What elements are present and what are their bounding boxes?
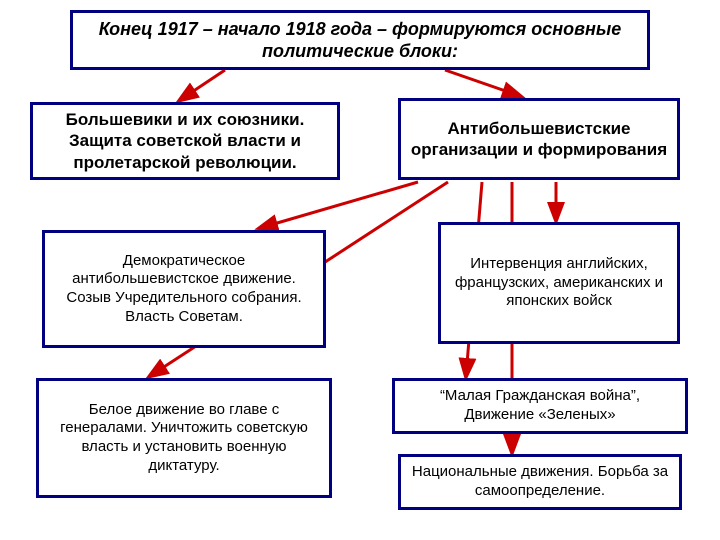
white-text: Белое движение во главе с генералами. Ун… (47, 401, 321, 476)
small-war-text: “Малая Гражданская война”, Движение «Зел… (403, 387, 677, 425)
right-header-text: Антибольшевистские организации и формиро… (409, 118, 669, 161)
white-box: Белое движение во главе с генералами. Ун… (36, 378, 332, 498)
national-box: Национальные движения. Борьба за самоопр… (398, 454, 682, 510)
democratic-box: Демократическое антибольшевистское движе… (42, 230, 326, 348)
title-box: Конец 1917 – начало 1918 года – формирую… (70, 10, 650, 70)
left-header-text: Большевики и их союзники. Защита советск… (41, 109, 329, 173)
title-text: Конец 1917 – начало 1918 года – формирую… (81, 18, 639, 63)
intervention-box: Интервенция английских, французских, аме… (438, 222, 680, 344)
national-text: Национальные движения. Борьба за самоопр… (409, 463, 671, 501)
right-header-box: Антибольшевистские организации и формиро… (398, 98, 680, 180)
small-war-box: “Малая Гражданская война”, Движение «Зел… (392, 378, 688, 434)
democratic-text: Демократическое антибольшевистское движе… (53, 252, 315, 327)
left-header-box: Большевики и их союзники. Защита советск… (30, 102, 340, 180)
intervention-text: Интервенция английских, французских, аме… (449, 255, 669, 311)
